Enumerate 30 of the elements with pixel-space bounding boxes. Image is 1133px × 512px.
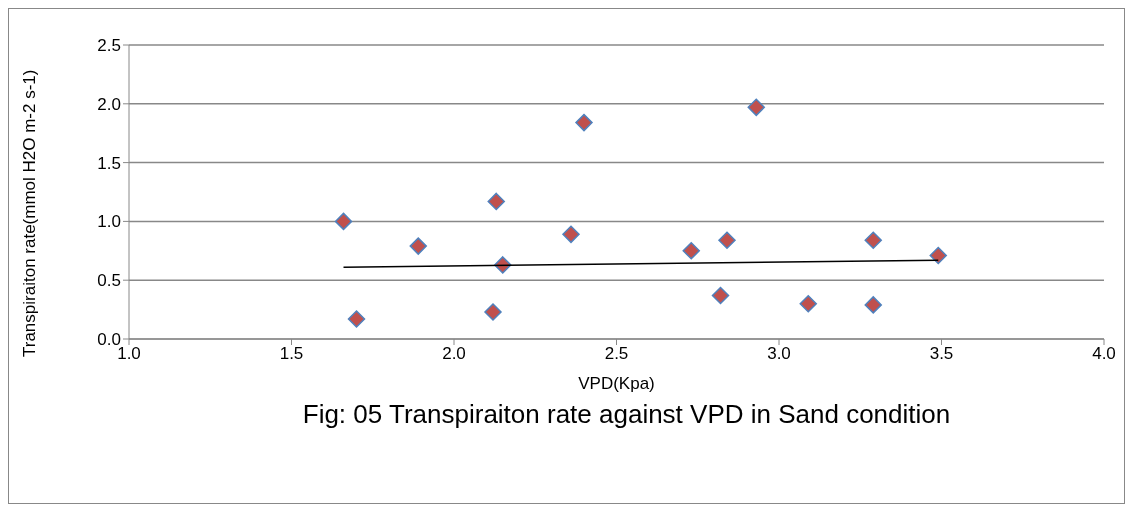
point — [409, 237, 427, 255]
point — [747, 98, 765, 117]
y-axis-title: Transpiraiton rate(mmol H2O m-2 s-1) — [20, 69, 40, 357]
y-tick-label: 2.5 — [97, 36, 121, 56]
point — [682, 242, 700, 260]
x-tick-label: 1.0 — [117, 344, 141, 364]
y-tick-label: 0.5 — [97, 271, 121, 291]
point — [484, 303, 502, 321]
x-tick-label: 2.5 — [604, 344, 629, 364]
point — [562, 225, 580, 244]
x-tick-label: 1.5 — [279, 344, 304, 364]
text: Fig: 05 Transpiraiton rate against VPD in Sand condition — [301, 399, 952, 430]
x-tick-label: 2.0 — [442, 344, 466, 364]
point — [347, 310, 366, 328]
point — [718, 231, 736, 249]
point — [575, 113, 593, 132]
point — [864, 296, 882, 314]
x-tick-label: 4.0 — [1092, 344, 1116, 364]
x-tick-label: 3.0 — [767, 344, 791, 364]
x-tick-label: 3.5 — [929, 344, 954, 364]
point — [711, 286, 730, 305]
point — [929, 246, 947, 265]
y-tick-label: 2.0 — [97, 94, 121, 114]
point — [864, 231, 882, 249]
x-axis-title: VPD(Kpa) — [578, 374, 655, 393]
point — [799, 294, 817, 313]
y-tick-label: 1.5 — [97, 153, 121, 173]
point — [334, 212, 353, 231]
point — [487, 192, 505, 211]
y-tick-label: 1.0 — [97, 212, 121, 232]
